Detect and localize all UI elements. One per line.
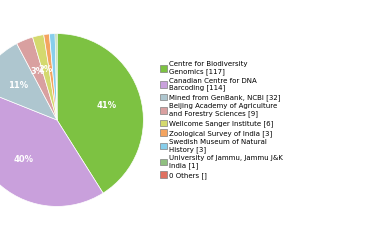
Text: 3%: 3% bbox=[30, 67, 44, 77]
Text: 40%: 40% bbox=[14, 155, 34, 164]
Legend: Centre for Biodiversity
Genomics [117], Canadian Centre for DNA
Barcoding [114],: Centre for Biodiversity Genomics [117], … bbox=[158, 59, 285, 181]
Text: 11%: 11% bbox=[8, 81, 28, 90]
Wedge shape bbox=[33, 35, 57, 120]
Wedge shape bbox=[49, 34, 57, 120]
Wedge shape bbox=[17, 37, 57, 120]
Wedge shape bbox=[55, 34, 57, 120]
Wedge shape bbox=[0, 88, 103, 206]
Wedge shape bbox=[57, 34, 143, 193]
Text: 2%: 2% bbox=[38, 65, 53, 74]
Wedge shape bbox=[44, 34, 57, 120]
Text: 41%: 41% bbox=[97, 101, 117, 110]
Wedge shape bbox=[0, 44, 57, 120]
